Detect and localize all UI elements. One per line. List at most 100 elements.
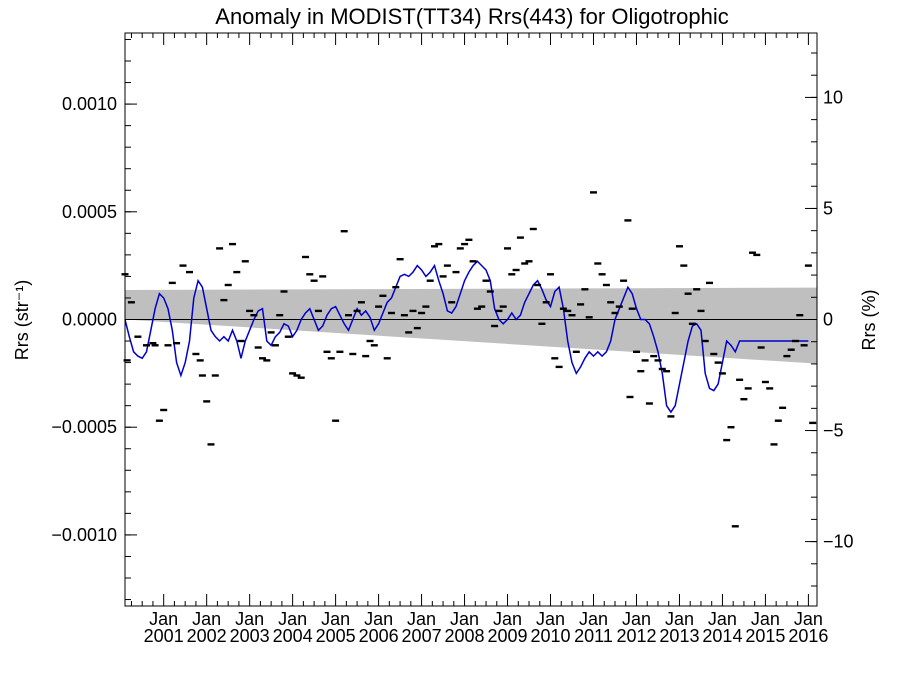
scatter-point [663, 370, 671, 373]
x-tick-label-month: Jan [278, 609, 307, 629]
scatter-point [525, 260, 533, 263]
scatter-point [701, 339, 709, 343]
x-tick-label-month: Jan [407, 609, 436, 629]
x-tick-label-month: Jan [622, 609, 651, 629]
x-tick-label-month: Jan [149, 609, 178, 629]
scatter-point [310, 279, 318, 282]
scatter-point [448, 301, 456, 304]
scatter-point [761, 380, 769, 384]
scatter-point [504, 247, 511, 250]
scatter-point [753, 253, 761, 257]
scatter-point [123, 359, 131, 362]
x-tick-label-month: Jan [450, 609, 479, 629]
scatter-point [370, 344, 378, 347]
x-tick-label-month: Jan [751, 609, 780, 629]
scatter-point [555, 365, 563, 369]
scatter-point [710, 352, 718, 356]
scatter-point [207, 443, 215, 446]
scatter-point [633, 350, 640, 353]
scatter-point [267, 331, 275, 334]
x-tick-label-month: Jan [192, 609, 221, 629]
scatter-point [293, 374, 301, 377]
scatter-point [529, 227, 537, 231]
scatter-point [783, 354, 791, 358]
scatter-point [521, 262, 529, 265]
scatter-point [645, 402, 653, 405]
scatter-point [667, 415, 675, 418]
scatter-point [375, 305, 383, 308]
scatter-point [512, 268, 520, 272]
scatter-point [637, 370, 645, 373]
scatter-point [800, 344, 808, 347]
scatter-point [607, 301, 615, 304]
scatter-point [792, 339, 799, 343]
y-right-tick-label: 5 [823, 198, 833, 218]
scatter-point [302, 255, 309, 259]
scatter-point [259, 357, 266, 360]
scatter-point [594, 262, 602, 265]
scatter-point [598, 273, 606, 276]
scatter-point [160, 408, 168, 412]
scatter-point [654, 359, 662, 362]
x-tick-label-month: Jan [536, 609, 565, 629]
scatter-point [736, 378, 744, 381]
scatter-point [179, 264, 187, 267]
scatter-point [192, 352, 200, 356]
scatter-point [392, 286, 400, 289]
scatter-point [718, 372, 726, 375]
scatter-point [779, 406, 787, 409]
scatter-point [626, 395, 634, 399]
scatter-point [615, 305, 623, 308]
scatter-point [473, 307, 481, 310]
scatter-point [323, 350, 331, 353]
scatter-point [809, 421, 817, 425]
scatter-point [418, 311, 426, 315]
scatter-point [641, 359, 649, 362]
scatter-point [289, 372, 297, 375]
scatter-point [314, 309, 322, 313]
scatter-point [173, 342, 181, 345]
y-left-tick-label: −0.0005 [51, 417, 117, 437]
scatter-point [134, 335, 142, 338]
y-left-tick-label: 0.0000 [62, 310, 117, 330]
scatter-point [688, 322, 696, 325]
scatter-point [486, 290, 494, 293]
x-tick-label-year: 2008 [445, 626, 485, 646]
scatter-point [581, 288, 589, 291]
x-tick-label-year: 2011 [574, 626, 613, 646]
y-right-tick-label: −10 [823, 532, 854, 552]
scatter-point [426, 279, 434, 282]
scatter-point [495, 309, 503, 313]
x-tick-label-year: 2014 [702, 626, 742, 646]
scatter-point [671, 311, 679, 315]
scatter-point [345, 314, 352, 317]
scatter-point [538, 322, 546, 325]
scatter-point [379, 294, 387, 297]
scatter-point [749, 251, 756, 254]
x-tick-label-year: 2015 [745, 626, 785, 646]
scatter-point [409, 309, 417, 313]
scatter-point [340, 230, 348, 233]
y-right-tick-label: −5 [823, 421, 844, 441]
scatter-point [357, 301, 365, 304]
scatter-point [297, 376, 305, 379]
scatter-point [443, 264, 451, 267]
scatter-point [336, 350, 344, 353]
scatter-point [628, 307, 636, 310]
y-axis-right-label: Rrs (%) [859, 290, 879, 351]
y-left-tick-label: 0.0010 [62, 94, 117, 114]
scatter-point [804, 264, 812, 267]
scatter-point [127, 301, 135, 304]
scatter-point [469, 260, 477, 263]
scatter-point [534, 283, 542, 287]
scatter-point [680, 264, 688, 267]
scatter-point [650, 354, 658, 358]
scatter-point [246, 309, 254, 313]
x-tick-label-month: Jan [493, 609, 522, 629]
y-right-tick-label: 10 [823, 87, 843, 107]
scatter-point [461, 242, 469, 246]
scatter-point [362, 354, 370, 358]
scatter-point [431, 245, 438, 248]
scatter-point [564, 309, 572, 313]
scatter-point [254, 346, 262, 349]
